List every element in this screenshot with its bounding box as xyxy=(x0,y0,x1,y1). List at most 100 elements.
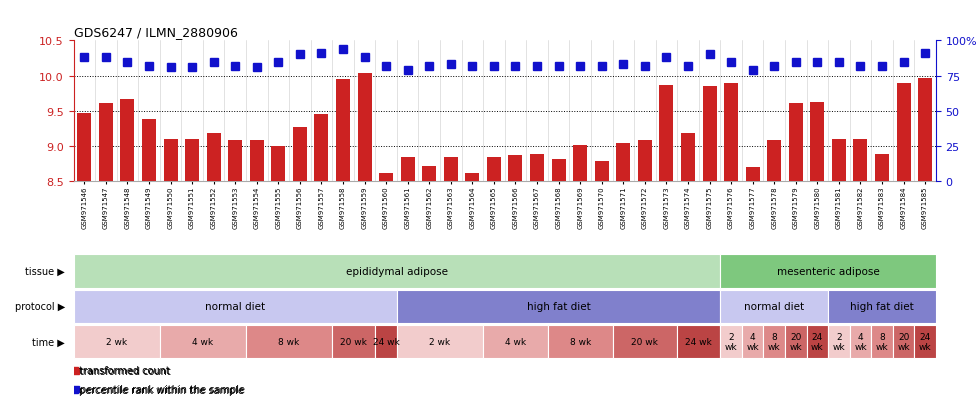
Text: 20
wk: 20 wk xyxy=(790,332,802,351)
Text: 8
wk: 8 wk xyxy=(876,332,888,351)
Bar xyxy=(401,157,415,182)
Bar xyxy=(375,325,397,358)
Bar xyxy=(785,325,807,358)
Bar xyxy=(185,140,199,182)
Text: 20
wk: 20 wk xyxy=(898,332,909,351)
Text: percentile rank within the sample: percentile rank within the sample xyxy=(78,385,244,395)
Bar xyxy=(74,290,397,323)
Text: 24 wk: 24 wk xyxy=(685,337,712,346)
Bar xyxy=(397,290,720,323)
Bar xyxy=(332,325,375,358)
Bar xyxy=(742,325,763,358)
Bar xyxy=(595,161,609,182)
Text: 4 wk: 4 wk xyxy=(505,337,526,346)
Bar xyxy=(336,80,350,182)
Bar xyxy=(767,141,781,182)
Bar xyxy=(724,83,738,182)
Bar xyxy=(677,325,720,358)
Bar xyxy=(74,325,160,358)
Bar xyxy=(246,325,332,358)
Bar xyxy=(720,290,828,323)
Text: 2
wk: 2 wk xyxy=(833,332,845,351)
Bar xyxy=(573,145,587,182)
Bar xyxy=(897,83,910,182)
Bar xyxy=(763,325,785,358)
Text: 20 wk: 20 wk xyxy=(340,337,368,346)
Bar xyxy=(444,157,458,182)
Text: 2 wk: 2 wk xyxy=(429,337,451,346)
Text: high fat diet: high fat diet xyxy=(850,301,914,312)
Text: transformed count: transformed count xyxy=(78,365,170,375)
Bar xyxy=(810,102,824,182)
Text: 24 wk: 24 wk xyxy=(372,337,400,346)
Bar xyxy=(250,140,264,182)
Text: mesenteric adipose: mesenteric adipose xyxy=(777,266,879,277)
Bar xyxy=(74,255,720,288)
Bar xyxy=(828,290,936,323)
Text: transformed count: transformed count xyxy=(80,366,171,376)
Text: GDS6247 / ILMN_2880906: GDS6247 / ILMN_2880906 xyxy=(74,26,237,39)
Bar xyxy=(828,325,850,358)
Bar xyxy=(918,78,932,182)
Bar xyxy=(530,155,544,182)
Bar xyxy=(720,255,936,288)
Bar xyxy=(483,325,548,358)
Text: high fat diet: high fat diet xyxy=(526,301,591,312)
Bar xyxy=(638,140,652,182)
Bar xyxy=(681,133,695,182)
Text: 2
wk: 2 wk xyxy=(725,332,737,351)
Text: 8 wk: 8 wk xyxy=(278,337,300,346)
Text: 8
wk: 8 wk xyxy=(768,332,780,351)
Text: 24
wk: 24 wk xyxy=(919,332,931,351)
Bar xyxy=(612,325,677,358)
Bar xyxy=(77,114,91,182)
Bar xyxy=(160,325,246,358)
Bar xyxy=(293,128,307,182)
Bar xyxy=(397,325,483,358)
Bar xyxy=(228,141,242,182)
Bar xyxy=(660,85,673,182)
Bar xyxy=(99,104,113,182)
Text: 20 wk: 20 wk xyxy=(631,337,659,346)
Text: 4 wk: 4 wk xyxy=(192,337,214,346)
Bar xyxy=(487,157,501,182)
Bar xyxy=(142,120,156,182)
Text: 4
wk: 4 wk xyxy=(855,332,866,351)
Bar xyxy=(703,87,716,182)
Bar xyxy=(720,325,742,358)
Bar xyxy=(871,325,893,358)
Bar xyxy=(509,156,522,182)
Bar xyxy=(807,325,828,358)
Bar xyxy=(164,140,177,182)
Bar xyxy=(358,74,371,182)
Text: normal diet: normal diet xyxy=(205,301,266,312)
Bar xyxy=(271,147,285,182)
Text: 2 wk: 2 wk xyxy=(106,337,127,346)
Bar xyxy=(914,325,936,358)
Text: percentile rank within the sample: percentile rank within the sample xyxy=(80,385,245,394)
Bar xyxy=(746,168,760,182)
Bar xyxy=(832,140,846,182)
Bar xyxy=(548,325,612,358)
Bar xyxy=(422,166,436,182)
Text: protocol ▶: protocol ▶ xyxy=(15,301,65,312)
Bar xyxy=(893,325,914,358)
Text: 24
wk: 24 wk xyxy=(811,332,823,351)
Bar xyxy=(379,173,393,182)
Bar xyxy=(466,173,479,182)
Text: epididymal adipose: epididymal adipose xyxy=(346,266,448,277)
Text: tissue ▶: tissue ▶ xyxy=(25,266,65,277)
Text: 8 wk: 8 wk xyxy=(569,337,591,346)
Bar xyxy=(875,155,889,182)
Bar xyxy=(315,115,328,182)
Text: normal diet: normal diet xyxy=(744,301,805,312)
Bar xyxy=(789,104,803,182)
Bar xyxy=(121,100,134,182)
Text: time ▶: time ▶ xyxy=(32,337,65,347)
Bar xyxy=(850,325,871,358)
Bar xyxy=(552,159,565,182)
Bar xyxy=(207,133,220,182)
Bar xyxy=(616,144,630,182)
Text: 4
wk: 4 wk xyxy=(747,332,759,351)
Bar xyxy=(854,140,867,182)
